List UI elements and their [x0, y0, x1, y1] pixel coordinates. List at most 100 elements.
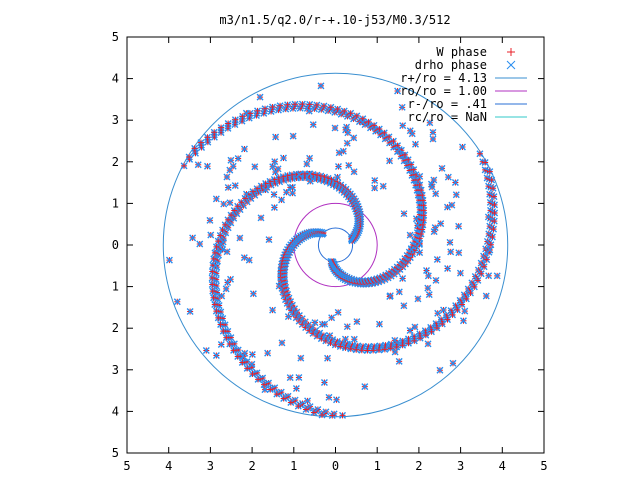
- drho-phase-point: [224, 184, 232, 192]
- w-phase-point: [491, 193, 498, 200]
- legend-marker-cross: [506, 60, 516, 70]
- w-phase-point: [310, 409, 317, 416]
- drho-phase-point: [189, 234, 197, 242]
- drho-phase-point: [451, 179, 459, 187]
- w-phase-point: [405, 340, 412, 347]
- w-phase-point: [219, 227, 226, 234]
- drho-phase-point: [248, 360, 256, 368]
- drho-phase-point: [309, 121, 317, 129]
- w-phase-point: [277, 102, 284, 109]
- drho-phase-point: [426, 119, 434, 127]
- w-phase-point: [376, 125, 383, 132]
- w-phase-point: [210, 255, 217, 262]
- drho-phase-point: [240, 254, 248, 262]
- drho-phase-point: [444, 173, 452, 181]
- w-phase-point: [255, 376, 262, 383]
- drho-phase-point: [339, 147, 347, 155]
- w-phase-point: [393, 343, 400, 350]
- drho-phase-point: [455, 222, 463, 230]
- drho-phase-point: [262, 186, 270, 194]
- w-phase-point: [387, 345, 394, 352]
- w-phase-point: [211, 301, 218, 308]
- w-phase-point: [416, 181, 423, 188]
- drho-phase-point: [272, 133, 280, 141]
- drho-phase-point: [438, 164, 446, 172]
- w-phase-point: [471, 283, 478, 290]
- drho-phase-point: [324, 354, 332, 362]
- drho-phase-point: [269, 306, 277, 314]
- w-phase-point: [463, 295, 470, 302]
- drho-phase-point: [408, 130, 416, 138]
- drho-phase-point: [173, 298, 181, 306]
- x-tick-label: 4: [499, 459, 506, 473]
- w-phase-point: [234, 353, 241, 360]
- drho-phase-point: [304, 397, 312, 405]
- drho-phase-point: [284, 313, 292, 321]
- x-tick-label: 4: [165, 459, 172, 473]
- drho-phase-point: [289, 132, 297, 140]
- drho-phase-point: [271, 158, 279, 166]
- w-phase-point: [339, 412, 346, 419]
- drho-phase-point: [391, 336, 399, 344]
- w-phase-point: [191, 145, 198, 152]
- drho-phase-point: [345, 161, 353, 169]
- drho-phase-point: [269, 163, 277, 171]
- w-phase-point: [306, 101, 313, 108]
- y-tick-label: 2: [112, 155, 119, 169]
- w-phase-point: [234, 203, 241, 210]
- legend-marker-plus: [507, 48, 515, 56]
- drho-phase-point: [359, 118, 367, 126]
- w-phase-point: [491, 218, 498, 225]
- drho-phase-point: [289, 183, 296, 191]
- w-phase-point: [313, 101, 320, 108]
- drho-phase-point: [333, 173, 341, 181]
- drho-phase-point: [456, 269, 464, 277]
- w-phase-point: [478, 270, 485, 277]
- drho-phase-point: [431, 224, 439, 232]
- drho-phase-point: [433, 256, 441, 264]
- w-phase-point: [239, 359, 246, 366]
- w-phase-point: [239, 113, 246, 120]
- drho-phase-point: [399, 122, 407, 130]
- w-phase-point: [487, 241, 494, 248]
- w-phase-point: [341, 107, 348, 114]
- drho-phase-point: [251, 163, 259, 171]
- drho-phase-point: [241, 349, 249, 357]
- w-phase-point: [209, 288, 216, 295]
- y-tick-label: 5: [112, 446, 119, 460]
- drho-phase-point: [434, 309, 442, 317]
- drho-phase-point: [343, 323, 351, 331]
- y-tick-label: 1: [112, 196, 119, 210]
- drho-phase-point: [395, 146, 403, 154]
- w-phase-point: [347, 110, 354, 117]
- drho-phase-point: [386, 157, 394, 165]
- y-tick-label: 4: [112, 72, 119, 86]
- drho-phase-point: [395, 357, 403, 365]
- drho-phase-point: [311, 319, 319, 327]
- w-phase-point: [439, 320, 446, 327]
- w-phase-point: [458, 301, 465, 308]
- w-phase-point: [299, 101, 306, 108]
- drho-phase-point: [395, 288, 403, 296]
- w-phase-point: [347, 345, 354, 352]
- w-phase-point: [244, 365, 251, 372]
- drho-phase-point: [186, 308, 194, 315]
- drho-phase-point: [229, 162, 237, 170]
- w-phase-point: [364, 347, 371, 354]
- x-tick-label: 1: [374, 459, 381, 473]
- drho-phase-point: [444, 264, 452, 272]
- y-tick-label: 3: [112, 363, 119, 377]
- w-phase-point: [375, 347, 382, 354]
- x-tick-label: 5: [540, 459, 547, 473]
- drho-phase-point: [220, 200, 228, 208]
- w-phase-point: [491, 210, 498, 217]
- w-phase-point: [332, 341, 339, 348]
- drho-phase-point: [264, 349, 272, 357]
- drho-phase-point: [400, 302, 408, 310]
- drho-phase-point: [482, 292, 490, 300]
- drho-phase-point: [306, 154, 314, 162]
- w-phase-point: [381, 129, 388, 136]
- drho-phase-point: [437, 220, 445, 228]
